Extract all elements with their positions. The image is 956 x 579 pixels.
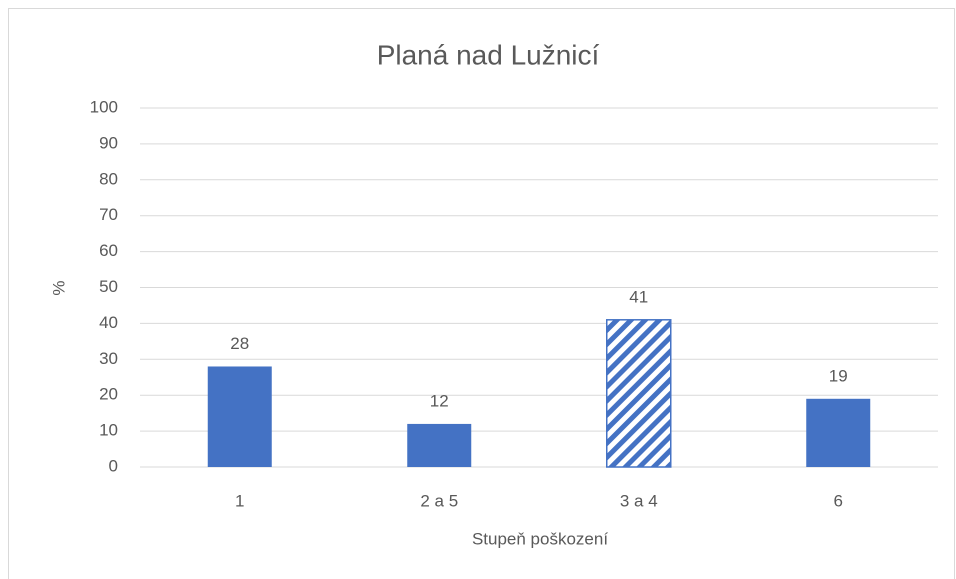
bar bbox=[407, 423, 472, 467]
y-axis-label: % bbox=[49, 280, 68, 295]
bar bbox=[207, 366, 272, 467]
bar bbox=[806, 398, 871, 467]
data-label: 28 bbox=[230, 334, 249, 353]
y-tick-label: 10 bbox=[99, 421, 118, 440]
chart-title: Planá nad Lužnicí bbox=[377, 39, 600, 70]
x-axis-label: Stupeň poškození bbox=[472, 529, 608, 548]
data-label: 12 bbox=[430, 391, 449, 410]
y-tick-label: 0 bbox=[109, 456, 118, 475]
data-label: 19 bbox=[829, 366, 848, 385]
bar bbox=[606, 319, 672, 468]
x-tick-label: 3 a 4 bbox=[620, 491, 658, 510]
chart-border bbox=[8, 8, 955, 579]
y-tick-label: 70 bbox=[99, 205, 118, 224]
x-tick-label: 1 bbox=[235, 491, 244, 510]
y-tick-label: 90 bbox=[99, 133, 118, 152]
x-tick-label: 6 bbox=[834, 491, 843, 510]
y-tick-label: 60 bbox=[99, 241, 118, 260]
y-tick-label: 40 bbox=[99, 313, 118, 332]
y-tick-label: 20 bbox=[99, 385, 118, 404]
y-tick-label: 100 bbox=[90, 97, 118, 116]
x-tick-label: 2 a 5 bbox=[420, 491, 458, 510]
y-tick-label: 30 bbox=[99, 349, 118, 368]
data-label: 41 bbox=[629, 287, 648, 306]
y-tick-label: 50 bbox=[99, 277, 118, 296]
y-tick-label: 80 bbox=[99, 169, 118, 188]
